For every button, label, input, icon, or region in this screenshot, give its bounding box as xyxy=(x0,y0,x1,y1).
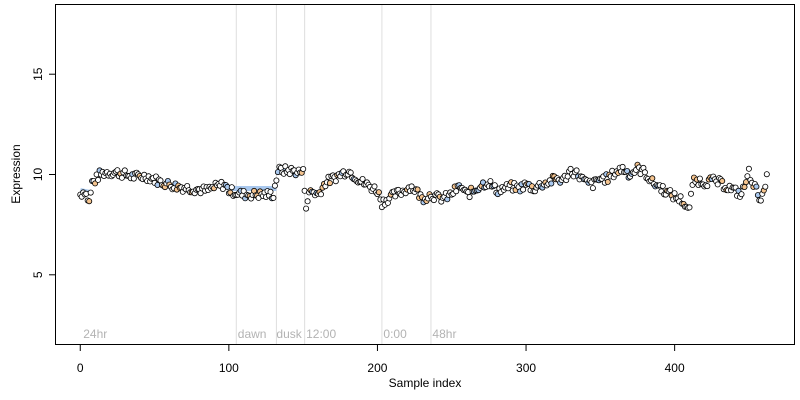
data-point xyxy=(375,189,382,196)
data-point xyxy=(548,180,555,187)
data-point xyxy=(228,184,235,191)
data-point xyxy=(303,205,310,212)
data-point xyxy=(619,163,626,170)
data-point xyxy=(677,193,684,200)
data-point xyxy=(300,165,307,172)
data-point xyxy=(347,169,354,176)
data-point xyxy=(87,189,94,196)
x-tick-label-3: 300 xyxy=(516,361,536,375)
data-point xyxy=(589,185,596,192)
data-point xyxy=(753,183,760,190)
data-point xyxy=(604,178,611,185)
data-point xyxy=(688,190,695,197)
data-point xyxy=(686,204,693,211)
data-point xyxy=(304,198,311,205)
x-tick-label-0: 0 xyxy=(77,361,84,375)
data-point xyxy=(130,175,137,182)
x-axis-title: Sample index xyxy=(389,376,462,390)
data-point xyxy=(86,198,93,205)
y-axis-title: Expression xyxy=(9,144,23,203)
data-point xyxy=(738,191,745,198)
data-points xyxy=(77,161,770,212)
data-point xyxy=(567,165,574,172)
data-point xyxy=(714,181,721,188)
data-point xyxy=(659,182,666,189)
data-point xyxy=(453,188,460,195)
data-point xyxy=(520,186,527,193)
data-point xyxy=(332,178,339,185)
annotations: 24hr dawn dusk 12:00 0:00 48hr xyxy=(83,327,456,341)
data-point xyxy=(741,183,748,190)
x-tick-label-1: 100 xyxy=(219,361,239,375)
data-point xyxy=(641,169,648,176)
data-point xyxy=(95,176,102,183)
data-point xyxy=(359,175,366,182)
data-point xyxy=(326,180,333,187)
data-point xyxy=(696,175,703,182)
data-point xyxy=(491,182,498,189)
x-tick-label-2: 200 xyxy=(367,361,387,375)
plot-frame xyxy=(55,4,795,345)
data-point xyxy=(121,167,128,174)
y-tick-label-1: 10 xyxy=(31,168,45,182)
data-point xyxy=(271,182,278,189)
data-point xyxy=(414,186,421,193)
data-point xyxy=(744,173,751,180)
y-axis: 5 10 15 xyxy=(31,67,55,278)
annotation-label-0: 24hr xyxy=(83,327,107,341)
data-point xyxy=(273,177,280,184)
data-point xyxy=(704,183,711,190)
data-point xyxy=(719,177,726,184)
y-tick-label-0: 5 xyxy=(31,271,45,278)
x-tick-label-4: 400 xyxy=(665,361,685,375)
data-point xyxy=(573,167,580,174)
data-point xyxy=(487,178,494,185)
annotation-label-2: dusk xyxy=(276,327,302,341)
data-point xyxy=(371,183,378,190)
annotation-label-1: dawn xyxy=(238,327,267,341)
data-point xyxy=(392,193,399,200)
data-point xyxy=(671,190,678,197)
data-point xyxy=(763,171,770,178)
y-tick-label-2: 15 xyxy=(31,67,45,81)
data-point xyxy=(762,183,769,190)
data-point xyxy=(624,167,631,174)
data-point xyxy=(466,194,473,201)
data-point xyxy=(317,191,324,198)
data-point xyxy=(649,175,656,182)
data-point xyxy=(267,188,274,195)
annotation-label-3: 12:00 xyxy=(306,327,336,341)
data-point xyxy=(745,165,752,172)
data-point xyxy=(757,197,764,204)
x-axis: 0 100 200 300 400 xyxy=(77,345,685,375)
data-point xyxy=(430,197,437,204)
data-point xyxy=(270,194,277,201)
data-point xyxy=(667,187,674,194)
annotation-label-4: 0:00 xyxy=(383,327,407,341)
annotation-label-5: 48hr xyxy=(432,327,456,341)
